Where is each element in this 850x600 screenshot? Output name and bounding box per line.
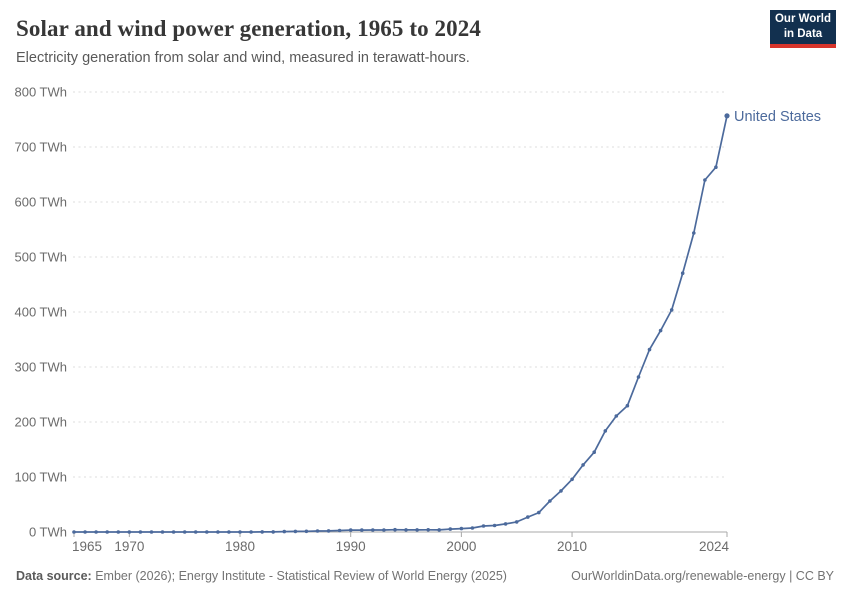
y-axis-label: 600 TWh — [14, 195, 67, 210]
page-title: Solar and wind power generation, 1965 to… — [16, 16, 481, 41]
x-axis-label: 1980 — [225, 539, 255, 554]
data-point[interactable] — [149, 530, 154, 534]
series-end-marker[interactable] — [724, 113, 730, 119]
data-point[interactable] — [293, 529, 298, 534]
y-axis-label: 800 TWh — [14, 85, 67, 100]
y-axis-label: 500 TWh — [14, 250, 67, 265]
data-source-note: Data source: Ember (2026); Energy Instit… — [16, 569, 507, 583]
owid-logo-text-line2: in Data — [783, 28, 823, 40]
series-end-label[interactable]: United States — [734, 109, 821, 125]
data-point[interactable] — [548, 499, 552, 503]
data-point[interactable] — [315, 529, 320, 533]
y-axis-label: 700 TWh — [14, 140, 67, 155]
data-point[interactable] — [526, 515, 530, 519]
data-source-text: Ember (2026); Energy Institute - Statist… — [91, 569, 507, 583]
data-point[interactable] — [404, 528, 408, 532]
data-point[interactable] — [216, 530, 220, 534]
data-point[interactable] — [603, 429, 608, 433]
data-point[interactable] — [692, 231, 696, 235]
data-point[interactable] — [514, 520, 519, 524]
data-point[interactable] — [182, 530, 187, 534]
series-line[interactable] — [73, 114, 728, 533]
data-point[interactable] — [205, 530, 209, 534]
data-point[interactable] — [360, 528, 364, 532]
data-point[interactable] — [647, 347, 652, 352]
data-point[interactable] — [503, 522, 508, 526]
data-point[interactable] — [680, 271, 685, 276]
data-point[interactable] — [382, 528, 386, 532]
data-point[interactable] — [581, 463, 585, 467]
data-point[interactable] — [94, 530, 98, 534]
data-point[interactable] — [348, 528, 353, 532]
data-point[interactable] — [227, 530, 231, 534]
data-point[interactable] — [559, 489, 563, 493]
x-axis-label: 2000 — [446, 539, 476, 554]
data-point[interactable] — [703, 178, 707, 182]
data-point[interactable] — [337, 528, 342, 533]
owid-logo[interactable]: Our World in Data — [770, 10, 836, 48]
x-axis-label: 2010 — [557, 539, 587, 554]
data-point[interactable] — [160, 530, 165, 534]
data-point[interactable] — [614, 414, 619, 418]
data-point[interactable] — [105, 530, 109, 534]
data-point[interactable] — [592, 450, 596, 455]
data-point[interactable] — [260, 530, 265, 534]
data-point[interactable] — [193, 530, 198, 534]
data-point[interactable] — [83, 530, 87, 534]
data-point[interactable] — [437, 528, 442, 532]
data-point[interactable] — [492, 523, 497, 528]
data-point[interactable] — [570, 477, 574, 482]
y-axis-label: 400 TWh — [14, 305, 67, 320]
y-axis-label: 100 TWh — [14, 470, 67, 485]
y-axis-label: 0 TWh — [29, 525, 67, 540]
data-point[interactable] — [537, 510, 541, 515]
data-point[interactable] — [481, 524, 486, 528]
data-point[interactable] — [426, 528, 431, 532]
data-point[interactable] — [393, 527, 397, 532]
data-point[interactable] — [171, 530, 176, 534]
data-point[interactable] — [271, 530, 276, 534]
data-point[interactable] — [127, 530, 132, 534]
data-source-label: Data source: — [16, 569, 92, 583]
data-point[interactable] — [138, 530, 143, 534]
footer-link[interactable]: OurWorldinData.org/renewable-energy | CC… — [571, 569, 834, 583]
data-point[interactable] — [282, 529, 287, 534]
y-axis-label: 300 TWh — [14, 360, 67, 375]
x-axis-label: 1970 — [114, 539, 144, 554]
data-point[interactable] — [470, 526, 475, 530]
data-point[interactable] — [625, 403, 630, 408]
data-point[interactable] — [326, 529, 331, 533]
x-axis-label: 2024 — [699, 539, 730, 554]
data-point[interactable] — [459, 526, 464, 531]
data-point[interactable] — [304, 529, 309, 534]
data-point[interactable] — [116, 530, 121, 534]
data-point[interactable] — [249, 530, 253, 534]
data-point[interactable] — [658, 328, 663, 333]
data-point[interactable] — [714, 165, 718, 169]
data-point[interactable] — [636, 375, 641, 379]
data-point[interactable] — [669, 308, 674, 312]
owid-logo-text-line1: Our World — [774, 13, 831, 26]
data-point[interactable] — [415, 528, 419, 532]
data-point[interactable] — [371, 528, 375, 532]
chart-footer: Data source: Ember (2026); Energy Instit… — [16, 569, 834, 583]
page-subtitle: Electricity generation from solar and wi… — [16, 50, 470, 66]
x-axis-label: 1965 — [72, 539, 102, 554]
y-axis-label: 200 TWh — [14, 415, 67, 430]
data-point[interactable] — [72, 530, 76, 534]
data-point[interactable] — [238, 530, 242, 534]
x-axis-label: 1990 — [336, 539, 366, 554]
data-point[interactable] — [448, 527, 453, 531]
